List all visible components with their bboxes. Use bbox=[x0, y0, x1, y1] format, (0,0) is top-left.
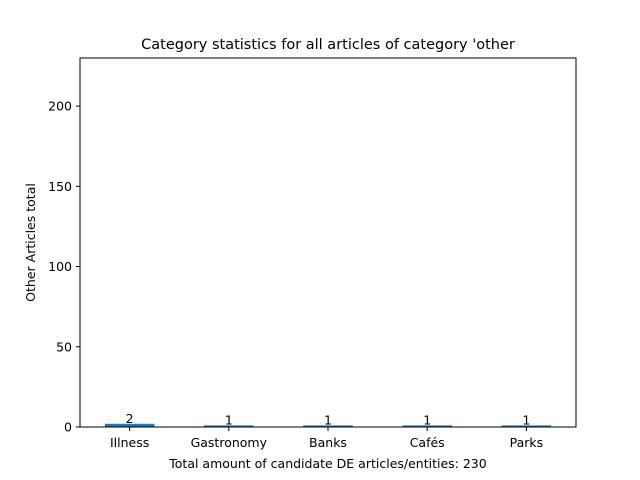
x-axis: Illness Gastronomy Banks Cafés Parks bbox=[110, 427, 543, 450]
x-tick-label-3: Cafés bbox=[410, 435, 445, 450]
data-label-1: 1 bbox=[225, 412, 233, 427]
data-label-2: 1 bbox=[324, 412, 332, 427]
y-tick-label-4: 200 bbox=[48, 99, 72, 114]
x-tick-label-2: Banks bbox=[309, 435, 347, 450]
data-label-3: 1 bbox=[423, 412, 431, 427]
data-label-0: 2 bbox=[126, 411, 134, 426]
x-tick-label-0: Illness bbox=[110, 435, 149, 450]
y-tick-label-0: 0 bbox=[64, 420, 72, 435]
chart-title: Category statistics for all articles of … bbox=[141, 37, 515, 53]
y-axis: 0 50 100 150 200 bbox=[48, 99, 80, 435]
y-tick-label-1: 50 bbox=[56, 339, 72, 354]
x-tick-label-1: Gastronomy bbox=[191, 435, 268, 450]
bar-2 bbox=[303, 425, 353, 427]
bar-3 bbox=[402, 425, 452, 427]
x-tick-label-4: Parks bbox=[510, 435, 544, 450]
bars-group: 2 1 1 1 1 bbox=[104, 411, 552, 427]
y-tick-label-3: 150 bbox=[48, 179, 72, 194]
data-label-4: 1 bbox=[522, 412, 530, 427]
y-tick-label-2: 100 bbox=[48, 259, 72, 274]
bar-1 bbox=[204, 425, 254, 427]
bar-0 bbox=[104, 423, 155, 427]
bar-4 bbox=[501, 425, 552, 427]
x-axis-label: Total amount of candidate DE articles/en… bbox=[168, 456, 486, 471]
y-axis-label: Other Articles total bbox=[23, 183, 38, 302]
plot-frame bbox=[79, 57, 577, 428]
